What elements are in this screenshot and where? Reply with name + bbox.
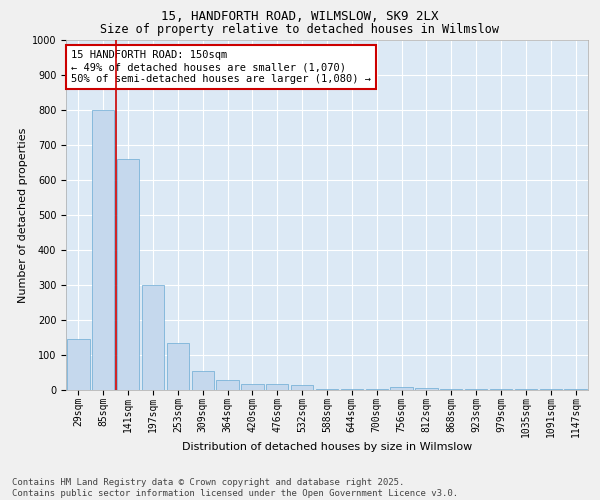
Bar — [92, 110, 115, 390]
Text: Size of property relative to detached houses in Wilmslow: Size of property relative to detached ho… — [101, 22, 499, 36]
Bar — [117, 159, 139, 390]
Text: 15, HANDFORTH ROAD, WILMSLOW, SK9 2LX: 15, HANDFORTH ROAD, WILMSLOW, SK9 2LX — [161, 10, 439, 23]
Bar — [391, 387, 413, 390]
Bar — [241, 384, 263, 390]
Bar — [142, 285, 164, 390]
Bar — [217, 380, 239, 390]
Y-axis label: Number of detached properties: Number of detached properties — [17, 128, 28, 302]
Bar — [266, 384, 289, 390]
Bar — [291, 385, 313, 390]
Text: 15 HANDFORTH ROAD: 150sqm
← 49% of detached houses are smaller (1,070)
50% of se: 15 HANDFORTH ROAD: 150sqm ← 49% of detac… — [71, 50, 371, 84]
Bar — [167, 343, 189, 390]
Bar — [191, 371, 214, 390]
X-axis label: Distribution of detached houses by size in Wilmslow: Distribution of detached houses by size … — [182, 442, 472, 452]
Text: Contains HM Land Registry data © Crown copyright and database right 2025.
Contai: Contains HM Land Registry data © Crown c… — [12, 478, 458, 498]
Bar — [67, 339, 89, 390]
Bar — [415, 388, 437, 390]
